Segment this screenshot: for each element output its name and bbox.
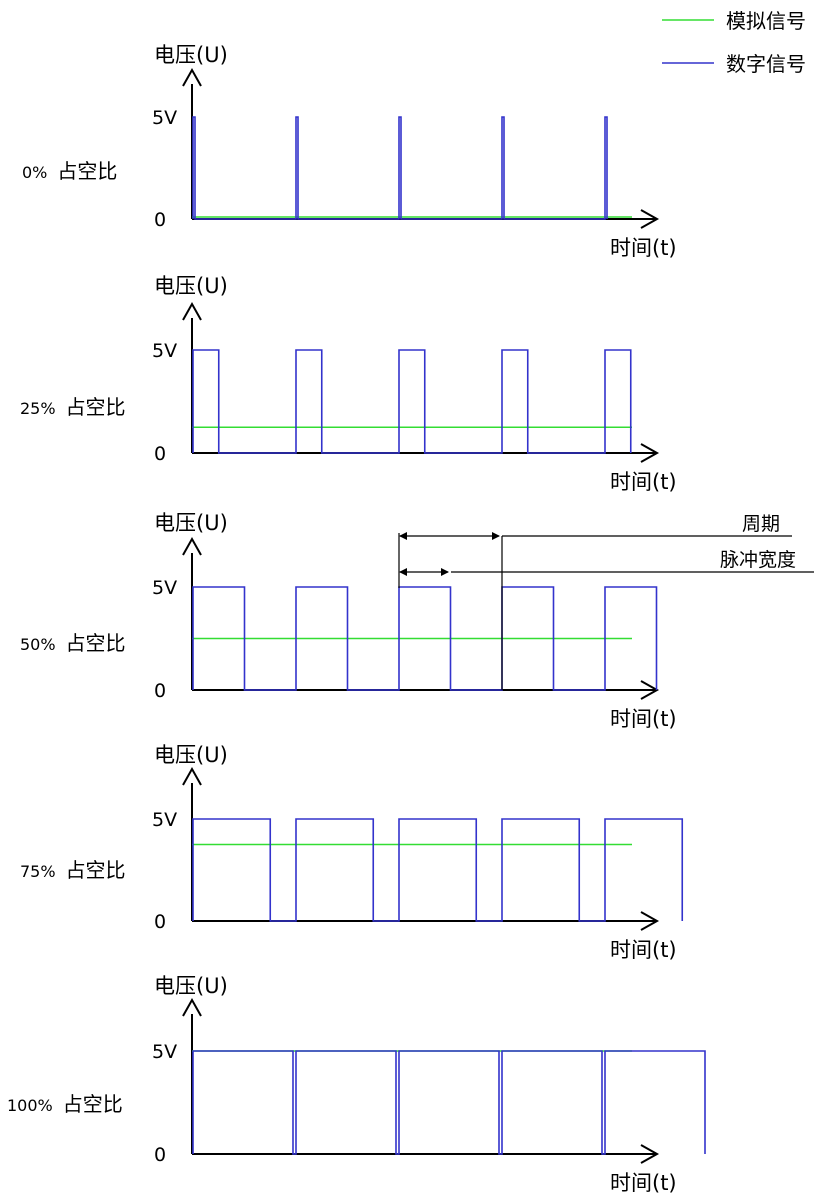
tick-label-5v: 5V: [152, 340, 177, 362]
legend: 模拟信号 数字信号: [662, 9, 806, 76]
tick-label-5v: 5V: [152, 809, 177, 831]
tick-label-5v: 5V: [152, 577, 177, 599]
x-axis-title: 时间(t): [610, 707, 677, 731]
tick-label-0: 0: [154, 680, 166, 702]
x-axis-arrow: [640, 209, 660, 229]
x-axis-arrow: [640, 1144, 660, 1164]
tick-label-5v: 5V: [152, 1041, 177, 1063]
y-axis-arrow: [182, 301, 202, 321]
x-axis-title: 时间(t): [610, 236, 677, 260]
duty-label: 50% 占空比: [20, 631, 126, 655]
y-axis-arrow: [182, 536, 202, 556]
duty-panel-0: 电压(U) 时间(t) 5V 0 0% 占空比: [22, 43, 677, 260]
period-label: 周期: [742, 513, 780, 535]
y-axis-title: 电压(U): [154, 511, 228, 535]
tick-label-5v: 5V: [152, 107, 177, 129]
y-axis-title: 电压(U): [154, 974, 228, 998]
y-axis-arrow: [182, 766, 202, 786]
duty-label: 0% 占空比: [22, 159, 117, 183]
duty-panel-2: 电压(U) 时间(t) 5V 0 50% 占空比: [20, 511, 677, 731]
digital-signal-wave: [192, 1050, 706, 1155]
x-axis-title: 时间(t): [610, 470, 677, 494]
duty-panel-4: 电压(U) 时间(t) 5V 0 100% 占空比: [7, 974, 706, 1195]
x-axis-title: 时间(t): [610, 938, 677, 962]
x-axis-arrow: [640, 443, 660, 463]
duty-panel-1: 电压(U) 时间(t) 5V 0 25% 占空比: [20, 274, 677, 494]
tick-label-0: 0: [154, 911, 166, 933]
duty-label: 25% 占空比: [20, 395, 126, 419]
digital-signal-wave: [192, 586, 658, 691]
y-axis-title: 电压(U): [154, 43, 228, 67]
tick-label-0: 0: [154, 443, 166, 465]
y-axis-title: 电压(U): [154, 743, 228, 767]
tick-label-0: 0: [154, 209, 166, 231]
pulse-width-label: 脉冲宽度: [720, 549, 796, 571]
period-annotation: 周期: [398, 513, 792, 690]
y-axis-arrow: [182, 67, 202, 87]
pulse-width-annotation: 脉冲宽度: [399, 549, 814, 576]
tick-label-0: 0: [154, 1144, 166, 1166]
y-axis-arrow: [182, 997, 202, 1017]
duty-label: 75% 占空比: [20, 858, 126, 882]
digital-signal-wave: [192, 116, 608, 220]
x-axis-arrow: [640, 911, 660, 931]
x-axis-title: 时间(t): [610, 1171, 677, 1195]
digital-signal-wave: [192, 349, 632, 454]
duty-label: 100% 占空比: [7, 1092, 123, 1116]
digital-signal-wave: [192, 818, 684, 922]
y-axis-title: 电压(U): [154, 274, 228, 298]
legend-digital-label: 数字信号: [726, 52, 806, 76]
duty-panel-3: 电压(U) 时间(t) 5V 0 75% 占空比: [20, 743, 684, 962]
legend-analog-label: 模拟信号: [726, 9, 806, 33]
